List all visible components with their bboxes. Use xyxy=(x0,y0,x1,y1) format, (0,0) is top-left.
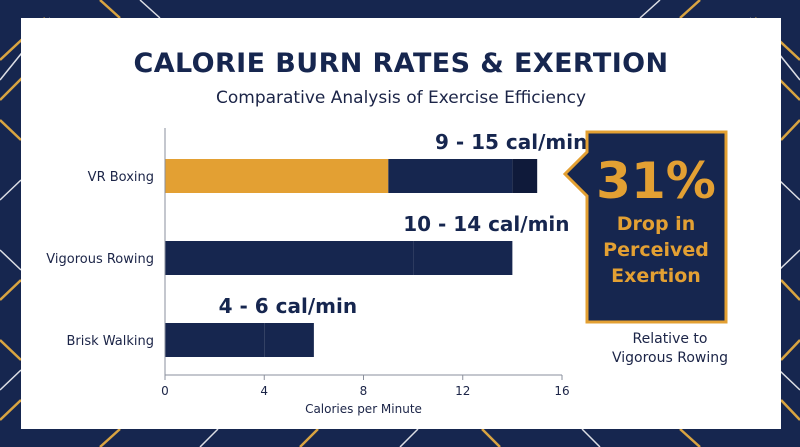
callout-caption: Relative to Vigorous Rowing xyxy=(585,330,755,368)
bar-segment-1-vr-boxing xyxy=(165,159,389,193)
x-tick-label: 0 xyxy=(161,384,169,398)
x-tick-label: 16 xyxy=(554,384,569,398)
chart-subtitle: Comparative Analysis of Exercise Efficie… xyxy=(215,88,587,108)
x-axis-label: Calories per Minute xyxy=(305,402,422,416)
bar-segment-3-vr-boxing xyxy=(512,159,538,193)
category-label: VR Boxing xyxy=(88,170,154,185)
data-label: 9 - 15 cal/min xyxy=(435,130,587,154)
bar-segment-2-vigorous-rowing xyxy=(413,241,513,275)
infographic-card: CALORIE BURN RATES & EXERTION Comparativ… xyxy=(21,18,781,429)
chart-title: CALORIE BURN RATES & EXERTION xyxy=(133,48,669,79)
calorie-bar-chart: VR Boxing 9 - 15 cal/min Vigorous Rowing 10… xyxy=(46,128,728,416)
bar-segment-2-vr-boxing xyxy=(388,159,513,193)
callout-caption-line-1: Relative to xyxy=(632,331,708,347)
bar-segment-1-brisk-walking xyxy=(165,323,265,357)
plot-area: VR Boxing 9 - 15 cal/min Vigorous Rowing 10… xyxy=(46,128,587,416)
category-label: Brisk Walking xyxy=(66,334,154,349)
x-tick-label: 12 xyxy=(455,384,470,398)
callout-arrow-box xyxy=(562,130,728,324)
x-tick-label: 8 xyxy=(360,384,368,398)
exertion-callout: 31% Drop in Perceived Exertion xyxy=(562,130,728,324)
bar-segment-1-vigorous-rowing xyxy=(165,241,414,275)
data-label: 4 - 6 cal/min xyxy=(219,294,357,318)
data-label: 10 - 14 cal/min xyxy=(403,212,569,236)
bar-segment-2-brisk-walking xyxy=(264,323,314,357)
x-tick-label: 4 xyxy=(260,384,268,398)
callout-caption-line-2: Vigorous Rowing xyxy=(611,350,728,366)
callout-value: 31% xyxy=(596,152,716,210)
callout-line-1: Drop in xyxy=(617,213,695,235)
callout-line-3: Exertion xyxy=(611,265,701,287)
category-label: Vigorous Rowing xyxy=(46,252,154,267)
callout-line-2: Perceived xyxy=(603,239,709,261)
